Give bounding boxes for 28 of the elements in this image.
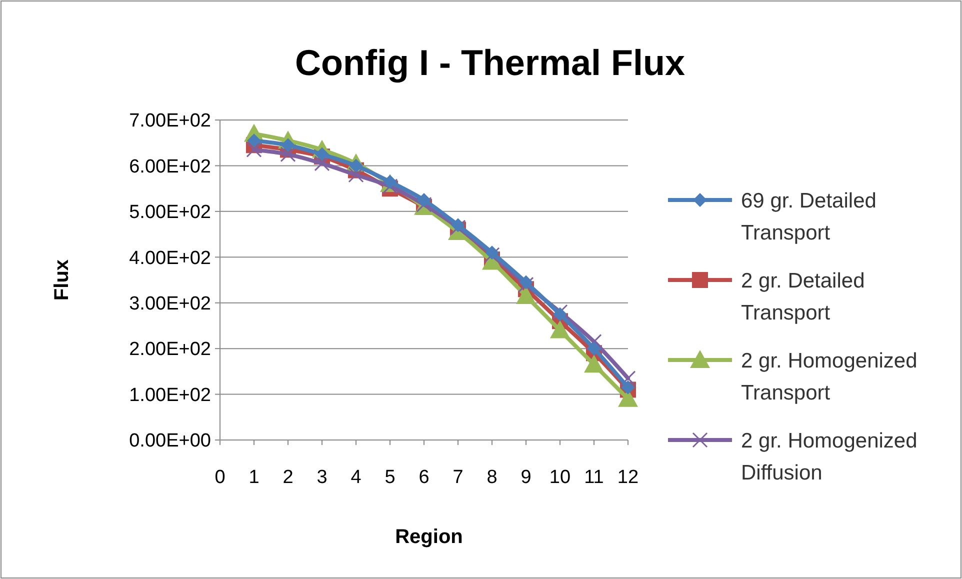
legend-label: 69 gr. Detailed Transport xyxy=(741,189,876,244)
y-axis-title: Flux xyxy=(51,259,73,301)
x-tick-label: 4 xyxy=(350,467,362,488)
x-tick-label: 11 xyxy=(584,467,604,488)
x-tick-label: 10 xyxy=(549,467,571,488)
y-tick-label: 4.00E+02 xyxy=(129,248,211,269)
x-tick-label: 0 xyxy=(214,467,226,488)
y-tick-label: 5.00E+02 xyxy=(129,202,211,224)
x-tick-label: 2 xyxy=(282,467,294,488)
x-tick-label: 1 xyxy=(248,467,260,488)
x-tick-label: 5 xyxy=(384,467,396,488)
y-tick-label: 7.00E+02 xyxy=(129,110,211,132)
chart-title: Config I - Thermal Flux xyxy=(294,42,686,83)
x-tick-label: 6 xyxy=(418,467,430,488)
legend-label: 2 gr. Detailed Transport xyxy=(741,269,865,324)
x-tick-label: 3 xyxy=(316,467,328,488)
legend-label: 2 gr. Homogenized Diffusion xyxy=(741,429,918,484)
y-tick-label: 2.00E+02 xyxy=(129,339,211,360)
x-tick-label: 9 xyxy=(520,467,532,488)
x-tick-label: 8 xyxy=(486,467,498,488)
y-tick-label: 1.00E+02 xyxy=(129,384,211,406)
y-tick-label: 6.00E+02 xyxy=(129,156,211,178)
y-tick-label: 0.00E+00 xyxy=(129,430,211,452)
x-tick-label: 12 xyxy=(617,467,639,488)
y-tick-label: 3.00E+02 xyxy=(129,294,211,315)
legend-label: 2 gr. Homogenized Transport xyxy=(741,349,918,404)
x-tick-label: 7 xyxy=(452,467,464,488)
x-axis-title: Region xyxy=(395,526,463,548)
